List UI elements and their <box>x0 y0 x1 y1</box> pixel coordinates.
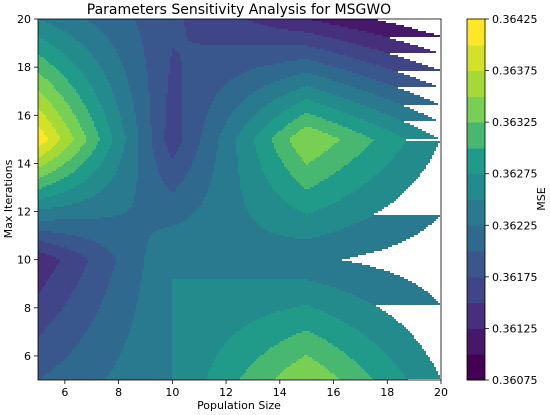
colorbar-band-4 <box>467 251 485 278</box>
colorbar-ticks: 0.36075 0.36125 0.36175 0.36225 0.36275 0.363… <box>485 13 538 387</box>
y-axis-label: Max Iterations <box>2 159 15 238</box>
colorbar-tick-label: 0.36125 <box>492 322 538 335</box>
x-tick-label: 20 <box>434 386 448 399</box>
colorbar-band-5 <box>467 225 485 252</box>
colorbar-band-2 <box>467 302 485 329</box>
colorbar-bands <box>467 19 485 381</box>
chart-title: Parameters Sensitivity Analysis for MSGW… <box>87 2 391 18</box>
contour-layer <box>38 19 440 380</box>
x-tick-label: 6 <box>61 386 68 399</box>
y-tick-label: 10 <box>17 254 31 267</box>
colorbar-band-0 <box>467 354 485 381</box>
y-tick-label: 14 <box>17 157 31 170</box>
x-tick-label: 18 <box>380 386 394 399</box>
y-tick-label: 18 <box>17 61 31 74</box>
colorbar-band-12 <box>467 44 485 72</box>
colorbar-tick-label: 0.36075 <box>492 374 538 387</box>
y-tick-label: 6 <box>24 350 31 363</box>
x-tick-label: 16 <box>327 386 341 399</box>
y-tick-label: 8 <box>24 302 31 315</box>
contour-band-2 <box>38 19 436 293</box>
y-tick-label: 20 <box>17 13 31 26</box>
contour-band-1 <box>312 19 440 37</box>
colorbar-band-11 <box>467 70 485 97</box>
y-tick-label: 12 <box>17 206 31 219</box>
colorbar-band-3 <box>467 276 485 304</box>
colorbar-tick-label: 0.36175 <box>492 271 538 284</box>
colorbar-band-10 <box>467 96 485 123</box>
contour-band-8 <box>38 37 408 380</box>
colorbar-tick-label: 0.36375 <box>492 65 538 78</box>
colorbar-label: MSE <box>535 187 548 210</box>
colorbar-band-9 <box>467 122 485 149</box>
plot-area <box>37 18 442 381</box>
colorbar-tick-label: 0.36275 <box>492 168 538 181</box>
colorbar: 0.36075 0.36125 0.36175 0.36225 0.36275 0.363… <box>466 13 538 387</box>
contour-band-4 <box>38 19 436 379</box>
colorbar-band-6 <box>467 199 485 226</box>
contour-band-9 <box>38 55 374 380</box>
contour-band-13 <box>38 127 48 147</box>
colorbar-frame <box>466 18 486 381</box>
x-tick-label: 8 <box>115 386 122 399</box>
contour-band-6 <box>38 19 440 380</box>
colorbar-band-13 <box>467 19 485 46</box>
plot-frame <box>37 18 442 381</box>
colorbar-tick-label: 0.36325 <box>492 116 538 129</box>
contour-band-12 <box>38 109 60 157</box>
colorbar-band-7 <box>467 173 485 200</box>
colorbar-tick-label: 0.36425 <box>492 13 538 26</box>
contour-band-7 <box>38 19 440 380</box>
colorbar-band-1 <box>467 328 485 355</box>
contour-band-5 <box>38 19 438 380</box>
x-axis-label: Population Size <box>197 399 281 412</box>
x-axis: 6 8 10 12 14 16 18 20 <box>61 380 448 399</box>
colorbar-tick-label: 0.36225 <box>492 219 538 232</box>
colorbar-band-8 <box>467 147 485 175</box>
y-axis: 6 8 10 12 14 16 18 20 <box>17 13 38 363</box>
x-tick-label: 12 <box>219 386 233 399</box>
x-tick-label: 14 <box>273 386 287 399</box>
x-tick-label: 10 <box>165 386 179 399</box>
y-tick-label: 16 <box>17 109 31 122</box>
